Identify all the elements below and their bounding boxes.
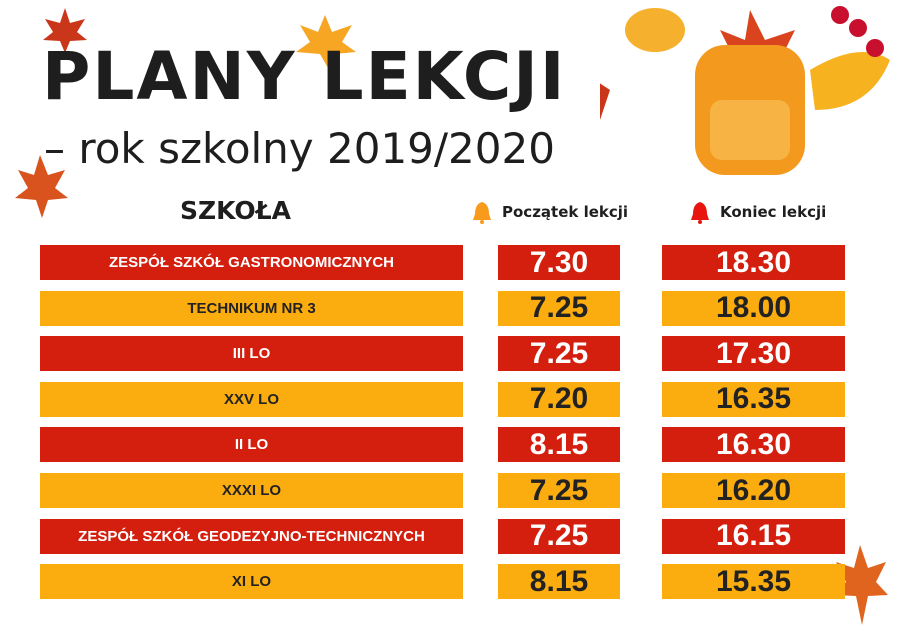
end-time-cell: 16.20 <box>662 473 845 508</box>
bell-orange-icon <box>473 202 491 224</box>
end-time-cell: 18.30 <box>662 245 845 280</box>
end-column-label: Koniec lekcji <box>720 203 827 221</box>
end-column-header: Koniec lekcji <box>690 200 826 224</box>
start-time-cell: 7.25 <box>498 473 620 508</box>
school-name-cell: TECHNIKUM NR 3 <box>40 290 463 326</box>
start-time-cell: 7.25 <box>498 518 620 554</box>
page-title: PLANY LEKCJI <box>42 38 567 115</box>
start-time-cell: 8.15 <box>498 564 620 600</box>
start-time-cell: 7.30 <box>498 245 620 280</box>
page-subtitle: – rok szkolny 2019/2020 <box>44 124 555 173</box>
maple-leaf-icon <box>296 15 356 68</box>
maple-leaf-icon <box>834 545 888 625</box>
school-name-cell: III LO <box>40 336 463 372</box>
end-time-cell: 18.00 <box>662 290 845 326</box>
start-time-cell: 7.25 <box>498 290 620 326</box>
school-name-cell: XXV LO <box>40 381 463 417</box>
maple-leaf-icon <box>15 155 68 218</box>
end-time-cell: 17.30 <box>662 336 845 372</box>
school-name-cell: ZESPÓŁ SZKÓŁ GASTRONOMICZNYCH <box>40 245 463 280</box>
school-name-cell: XXXI LO <box>40 473 463 508</box>
start-column-header: Początek lekcji <box>472 200 628 224</box>
end-time-cell: 15.35 <box>662 564 845 600</box>
start-time-cell: 7.20 <box>498 381 620 417</box>
school-column-header: SZKOŁA <box>180 196 292 225</box>
start-time-cell: 7.25 <box>498 336 620 372</box>
end-time-cell: 16.30 <box>662 427 845 463</box>
start-column-label: Początek lekcji <box>502 203 629 221</box>
end-time-cell: 16.15 <box>662 518 845 554</box>
start-time-cell: 8.15 <box>498 427 620 463</box>
school-name-cell: ZESPÓŁ SZKÓŁ GEODEZYJNO-TECHNICZNYCH <box>40 518 463 554</box>
bell-red-icon <box>691 202 709 224</box>
maple-leaf-icon <box>43 8 87 53</box>
backpack-and-leaves-illustration <box>600 6 890 175</box>
school-name-cell: II LO <box>40 427 463 463</box>
end-time-cell: 16.35 <box>662 381 845 417</box>
school-name-cell: XI LO <box>40 564 463 600</box>
